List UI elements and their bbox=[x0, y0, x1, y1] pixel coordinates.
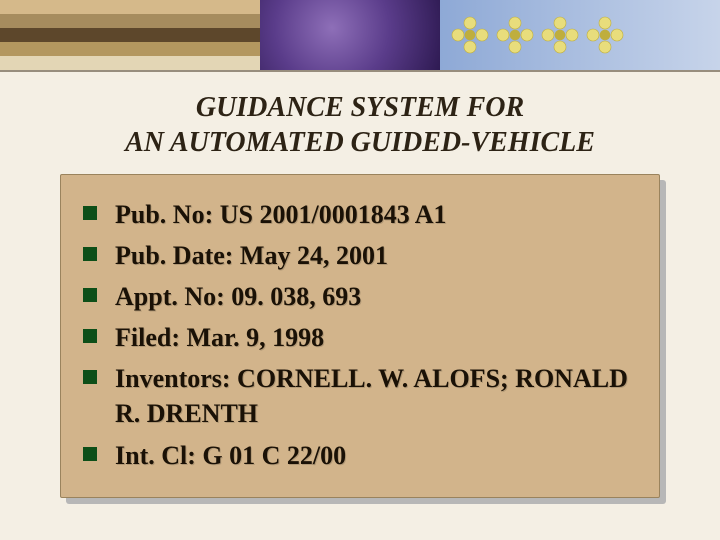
list-item: Pub. Date: May 24, 2001 bbox=[83, 238, 637, 273]
decorative-banner bbox=[0, 0, 720, 70]
title-block: GUIDANCE SYSTEM FOR AN AUTOMATED GUIDED-… bbox=[60, 90, 660, 160]
banner-stripes bbox=[0, 0, 260, 70]
item-text: Inventors: CORNELL. W. ALOFS; RONALD R. … bbox=[115, 361, 637, 431]
bullet-icon bbox=[83, 370, 97, 384]
bullet-icon bbox=[83, 329, 97, 343]
list-item: Inventors: CORNELL. W. ALOFS; RONALD R. … bbox=[83, 361, 637, 431]
title-line-2: AN AUTOMATED GUIDED-VEHICLE bbox=[60, 125, 660, 160]
content-wrap: Pub. No: US 2001/0001843 A1 Pub. Date: M… bbox=[60, 174, 660, 498]
horizontal-rule bbox=[0, 70, 720, 72]
list-item: Filed: Mar. 9, 1998 bbox=[83, 320, 637, 355]
flower-icon bbox=[585, 15, 625, 55]
list-item: Appt. No: 09. 038, 693 bbox=[83, 279, 637, 314]
flower-icon bbox=[495, 15, 535, 55]
banner-purple bbox=[260, 0, 440, 70]
list-item: Pub. No: US 2001/0001843 A1 bbox=[83, 197, 637, 232]
item-text: Int. Cl: G 01 C 22/00 bbox=[115, 438, 346, 473]
item-text: Pub. No: US 2001/0001843 A1 bbox=[115, 197, 447, 232]
flower-icon bbox=[450, 15, 490, 55]
item-text: Pub. Date: May 24, 2001 bbox=[115, 238, 388, 273]
bullet-icon bbox=[83, 447, 97, 461]
content-box: Pub. No: US 2001/0001843 A1 Pub. Date: M… bbox=[60, 174, 660, 498]
item-text: Appt. No: 09. 038, 693 bbox=[115, 279, 361, 314]
flower-icon bbox=[540, 15, 580, 55]
bullet-icon bbox=[83, 288, 97, 302]
banner-blue bbox=[440, 0, 720, 70]
slide: GUIDANCE SYSTEM FOR AN AUTOMATED GUIDED-… bbox=[0, 0, 720, 540]
list-item: Int. Cl: G 01 C 22/00 bbox=[83, 438, 637, 473]
bullet-icon bbox=[83, 206, 97, 220]
item-text: Filed: Mar. 9, 1998 bbox=[115, 320, 324, 355]
bullet-icon bbox=[83, 247, 97, 261]
title-line-1: GUIDANCE SYSTEM FOR bbox=[60, 90, 660, 125]
